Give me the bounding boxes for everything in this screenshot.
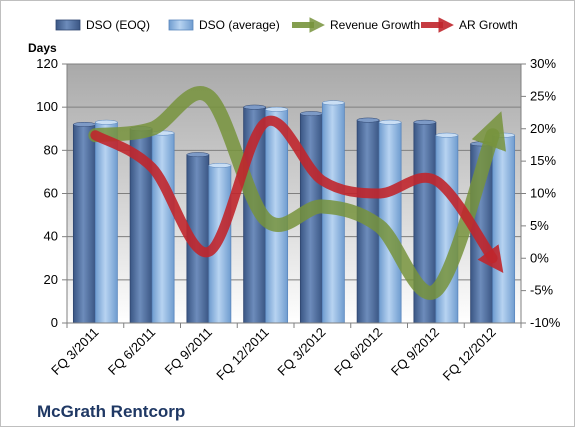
bar-dso-average [94,121,118,324]
bar-top [378,119,402,125]
bar-top [73,121,96,127]
bar-top [243,104,266,110]
legend-swatch-dso-average [168,19,194,31]
bar-top [265,106,288,112]
legend-label: Revenue Growth [330,18,420,32]
y-tick-label: 120 [36,56,58,71]
legend-label: DSO (average) [199,18,280,32]
x-tick-label: FQ 3/2011 [48,325,101,378]
chart-title: McGrath Rentcorp [37,402,185,421]
bar-top [413,119,437,125]
y-tick-label: 40 [44,229,58,244]
x-tick-label: FQ 6/2011 [105,325,158,378]
bar-top [186,152,210,158]
y-tick-label: 80 [44,142,58,157]
x-tick-label: FQ 12/2011 [213,325,271,383]
bar-top [300,111,323,117]
y2-tick-label: -10% [530,315,561,330]
y2-tick-label: -5% [530,283,554,298]
x-tick-label: FQ 3/2012 [274,325,328,379]
legend: DSO (EOQ) DSO (average) Revenue Growth AR G… [55,17,518,33]
x-tick-label: FQ 9/2012 [388,325,442,379]
x-tick-label: FQ 9/2011 [162,325,215,378]
y-tick-label: 100 [36,99,58,114]
bar-dso-average [151,132,175,324]
growth-lines [88,86,506,300]
y2-tick-label: 5% [530,218,549,233]
y-tick-label: 0 [51,315,58,330]
y2-tick-label: 20% [530,121,556,136]
bar-top [356,117,380,123]
bar-dso-eoq [72,124,96,324]
line-ar-growth [90,115,504,273]
y2-tick-label: 10% [530,186,556,201]
bar-top [208,162,232,168]
y2-tick-label: 0% [530,250,549,265]
y2-tick-label: 30% [530,56,556,71]
y-tick-label: 60 [44,186,58,201]
bar-dso-average [492,134,516,324]
line-revenue-growth [88,86,506,300]
legend-label: DSO (EOQ) [86,18,150,32]
y-axis-title: Days [28,41,57,55]
y2-tick-label: 15% [530,153,556,168]
x-tick-label: FQ 6/2012 [331,325,385,379]
legend-swatch-dso-eoq [55,19,81,31]
bars-group [72,100,516,324]
x-tick-label: FQ 12/2012 [440,325,499,384]
y2-tick-label: 25% [530,88,556,103]
y-tick-label: 20 [44,272,58,287]
bar-top [322,100,345,106]
bar-top [95,119,118,125]
bar-top [435,132,459,138]
legend-label: AR Growth [459,18,518,32]
